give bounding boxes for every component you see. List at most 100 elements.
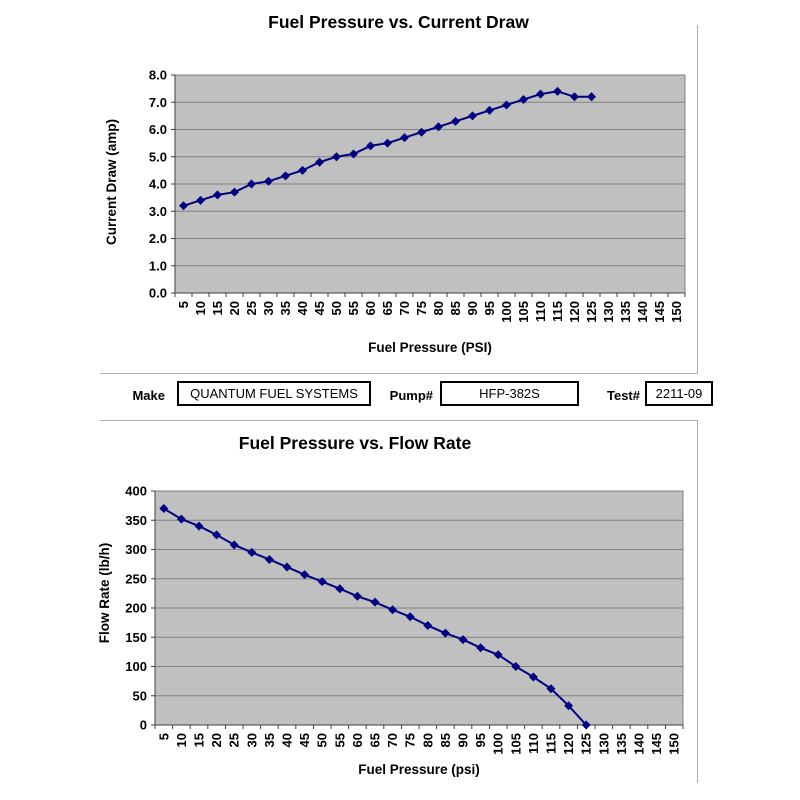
y-tick-label: 300 <box>125 542 147 557</box>
data-point-marker <box>281 171 290 181</box>
x-tick-label: 40 <box>295 301 310 315</box>
x-tick-label: 45 <box>312 301 327 315</box>
data-point-marker <box>335 584 345 594</box>
current-draw-chart <box>100 25 698 374</box>
data-point-marker <box>229 540 239 550</box>
y-tick-label: 250 <box>125 571 147 586</box>
x-tick-label: 115 <box>544 733 559 754</box>
data-point-marker <box>179 201 188 211</box>
data-point-marker <box>332 152 341 162</box>
x-tick-label: 30 <box>244 733 259 747</box>
data-point-markers <box>179 86 596 211</box>
x-tick-label: 130 <box>601 301 616 323</box>
x-tick-label: 50 <box>315 733 330 747</box>
data-point-marker <box>159 504 169 514</box>
test-number-label: Test# <box>607 388 640 403</box>
data-point-marker <box>176 514 186 524</box>
data-point-marker <box>528 672 538 682</box>
y-tick-labels: 400 350 300 250 200 150 100 50 0 <box>125 484 155 733</box>
y-tick-label: 200 <box>125 601 147 616</box>
x-tick-label: 80 <box>420 733 435 747</box>
data-point-marker <box>587 92 596 102</box>
y-tick-label: 6.0 <box>149 122 167 137</box>
x-tick-label: 70 <box>397 301 412 315</box>
x-tick-label: 55 <box>346 301 361 315</box>
data-point-markers <box>159 504 591 730</box>
data-point-marker <box>546 684 556 694</box>
data-point-marker <box>502 100 511 110</box>
data-point-marker <box>213 190 222 200</box>
x-tick-label: 5 <box>176 301 191 308</box>
x-tick-label: 145 <box>649 733 664 755</box>
x-tick-label: 70 <box>385 733 400 747</box>
x-tick-label: 75 <box>403 733 418 747</box>
data-point-marker <box>440 628 450 638</box>
current-draw-x-axis-title: Fuel Pressure (PSI) <box>368 340 492 355</box>
data-point-marker <box>370 597 380 607</box>
x-tick-labels: 5 10 15 20 25 30 35 40 45 50 55 60 65 70 75 80 85 90 95 100… <box>154 725 684 755</box>
data-point-marker <box>194 521 204 531</box>
x-tick-label: 120 <box>561 733 576 755</box>
data-point-marker <box>317 577 327 587</box>
x-tick-label: 5 <box>156 733 171 740</box>
y-tick-label: 50 <box>133 688 147 703</box>
data-point-marker <box>349 149 358 159</box>
x-tick-label: 60 <box>363 301 378 315</box>
data-point-marker <box>458 635 468 645</box>
x-tick-label: 65 <box>380 301 395 315</box>
x-tick-label: 150 <box>669 301 684 323</box>
x-tick-label: 150 <box>667 733 682 755</box>
pump-number-field[interactable]: HFP-382S <box>440 381 579 406</box>
data-point-marker <box>247 547 257 557</box>
test-number-field[interactable]: 2211-09 <box>645 381 713 406</box>
x-tick-label: 100 <box>491 733 506 755</box>
data-point-marker <box>366 141 375 151</box>
current-draw-plot: 8.0 7.0 6.0 5.0 4.0 3.0 2.0 1.0 0.0 5 10 15 20 25 30 35… <box>149 68 686 323</box>
data-point-marker <box>352 591 362 601</box>
flow-rate-x-axis-title: Fuel Pressure (psi) <box>358 762 480 777</box>
data-point-marker <box>300 570 310 580</box>
x-tick-label: 85 <box>438 733 453 747</box>
x-tick-label: 35 <box>278 301 293 315</box>
x-tick-label: 105 <box>508 733 523 755</box>
x-tick-label: 90 <box>456 733 471 747</box>
x-tick-label: 140 <box>632 733 647 755</box>
x-tick-label: 110 <box>533 301 548 322</box>
data-point-marker <box>476 643 486 653</box>
x-tick-label: 85 <box>448 301 463 315</box>
x-tick-label: 30 <box>261 301 276 315</box>
flow-rate-chart-title: Fuel Pressure vs. Flow Rate <box>238 433 472 453</box>
data-point-marker <box>405 612 415 622</box>
x-tick-label: 105 <box>516 301 531 323</box>
x-tick-label: 145 <box>652 301 667 323</box>
data-point-marker <box>264 554 274 564</box>
x-tick-label: 130 <box>596 733 611 755</box>
y-tick-label: 150 <box>125 630 147 645</box>
y-tick-label: 7.0 <box>149 95 167 110</box>
x-tick-label: 50 <box>329 301 344 315</box>
x-tick-label: 110 <box>526 733 541 754</box>
data-point-marker <box>434 122 443 132</box>
x-tick-label: 65 <box>368 733 383 747</box>
current-draw-chart-title: Fuel Pressure vs. Current Draw <box>268 12 529 32</box>
make-field[interactable]: QUANTUM FUEL SYSTEMS <box>177 381 371 406</box>
y-tick-label: 4.0 <box>149 177 167 192</box>
x-tick-label: 135 <box>614 733 629 755</box>
x-tick-label: 35 <box>262 733 277 747</box>
x-tick-label: 135 <box>618 301 633 323</box>
x-tick-label: 55 <box>332 733 347 747</box>
y-tick-label: 1.0 <box>149 258 167 273</box>
data-point-marker <box>264 176 273 186</box>
data-point-marker <box>511 662 521 671</box>
x-tick-label: 95 <box>473 733 488 747</box>
x-tick-label: 95 <box>482 301 497 315</box>
data-point-marker <box>400 133 409 143</box>
y-tick-label: 350 <box>125 513 147 528</box>
x-tick-label: 120 <box>567 301 582 323</box>
data-point-marker <box>196 195 205 205</box>
x-tick-label: 40 <box>280 733 295 747</box>
data-point-marker <box>383 138 392 148</box>
x-tick-label: 125 <box>579 733 594 755</box>
data-point-marker <box>553 86 562 96</box>
